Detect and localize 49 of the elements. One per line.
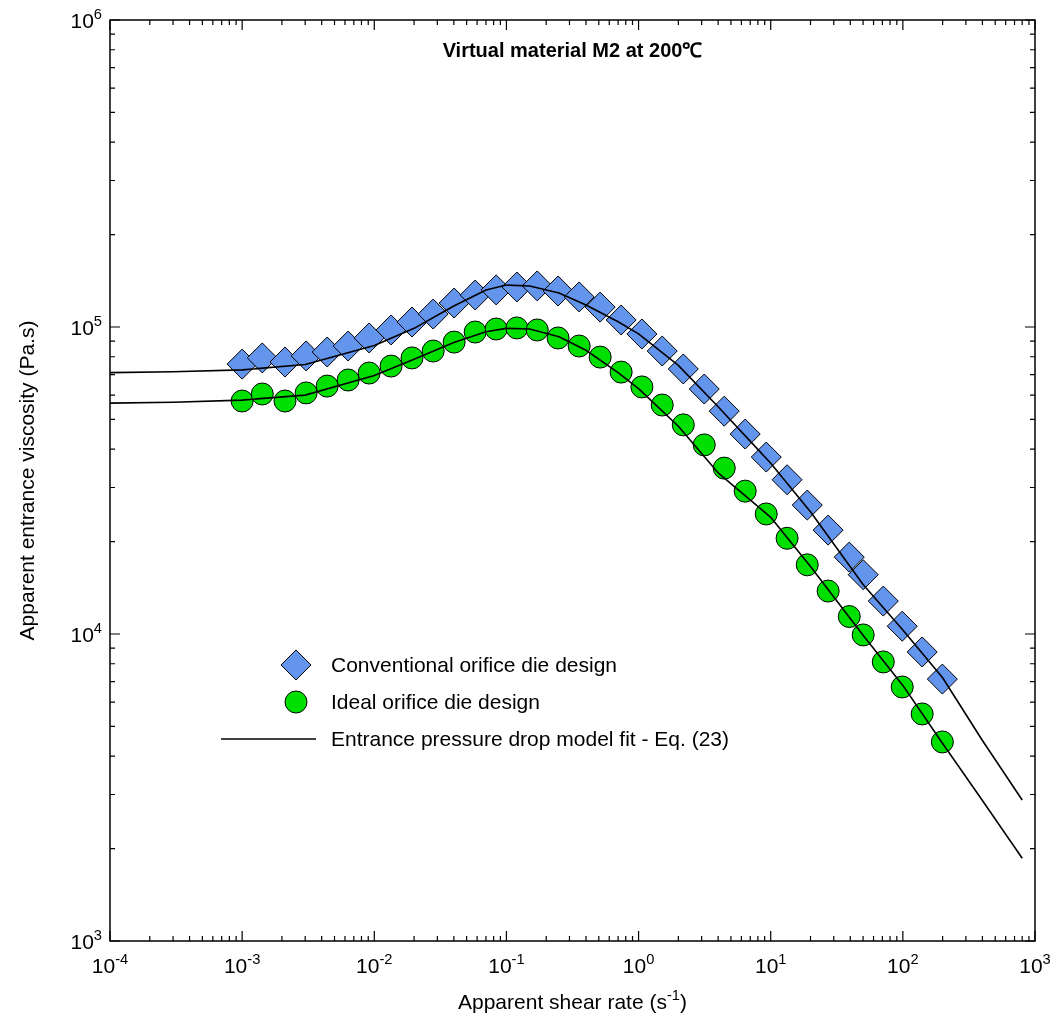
point xyxy=(584,291,616,323)
point xyxy=(708,395,740,427)
point xyxy=(733,479,757,503)
point xyxy=(273,389,297,413)
point xyxy=(357,361,381,385)
point xyxy=(775,526,799,550)
point xyxy=(605,304,637,336)
point xyxy=(692,433,716,457)
point xyxy=(833,541,865,573)
point xyxy=(729,418,761,450)
point xyxy=(294,381,318,405)
point xyxy=(667,353,699,385)
point xyxy=(332,330,364,362)
point xyxy=(795,553,819,577)
y-axis-title: Apparent entrance viscosity (Pa.s) xyxy=(15,320,38,641)
point xyxy=(837,605,861,629)
text: Virtual material M2 at 200℃ xyxy=(442,39,703,61)
point xyxy=(438,287,470,319)
point xyxy=(379,354,403,378)
point xyxy=(315,374,339,398)
point xyxy=(567,334,591,358)
point xyxy=(812,514,844,546)
point xyxy=(750,441,782,473)
legend-label: Conventional orifice die design xyxy=(331,653,618,678)
point xyxy=(421,339,445,363)
point xyxy=(463,320,487,344)
point xyxy=(442,330,466,354)
point xyxy=(671,413,695,437)
point xyxy=(646,335,678,367)
point xyxy=(525,318,549,342)
point xyxy=(754,502,778,526)
point xyxy=(712,456,736,480)
legend-label: Entrance pressure drop model fit - Eq. (23) xyxy=(331,727,730,752)
point xyxy=(630,375,654,399)
point xyxy=(353,322,385,354)
point xyxy=(626,318,658,350)
point xyxy=(336,368,360,392)
point xyxy=(791,489,823,521)
point xyxy=(688,373,720,405)
point xyxy=(816,579,840,603)
legend-label: Ideal orifice die design xyxy=(331,690,540,715)
point xyxy=(650,393,674,417)
point xyxy=(400,346,424,370)
point xyxy=(563,281,595,313)
point xyxy=(771,464,803,496)
point xyxy=(609,360,633,384)
point xyxy=(417,298,449,330)
point xyxy=(588,345,612,369)
point xyxy=(546,326,570,350)
